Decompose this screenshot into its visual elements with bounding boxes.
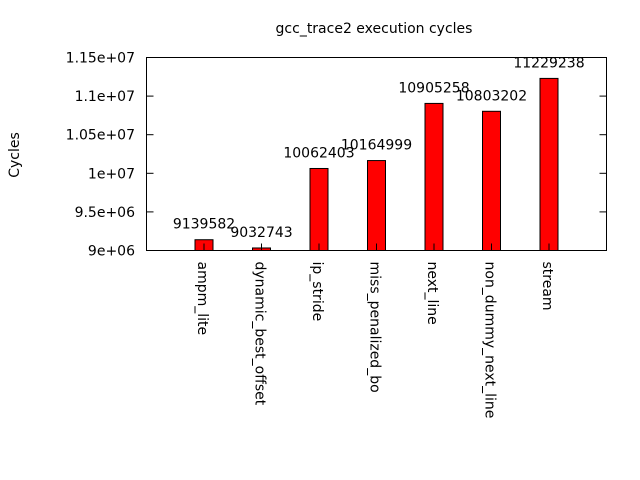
x-category-label: miss_penalized_bo	[367, 262, 383, 393]
y-tick-label: 1.1e+07	[75, 89, 135, 105]
bar-value-label: 9032743	[230, 225, 292, 241]
bar-value-label: 10905258	[398, 80, 469, 96]
bar-value-label: 10164999	[341, 138, 412, 154]
y-axis-label: Cycles	[7, 132, 23, 178]
y-tick-label: 1.15e+07	[66, 51, 135, 67]
bar-value-label: 11229238	[513, 55, 584, 71]
x-axis-tick-labels: ampm_lite dynamic_best_offset ip_stride mis…	[194, 243, 555, 419]
x-category-label: dynamic_best_offset	[252, 262, 268, 406]
bar-value-label: 10062403	[283, 145, 354, 161]
y-tick-label: 9e+06	[88, 244, 135, 260]
bar	[482, 110, 501, 252]
bar	[309, 167, 329, 251]
bars	[194, 77, 559, 252]
bar	[539, 77, 559, 251]
bar-value-label: 9139582	[173, 217, 235, 233]
x-category-label: ip_stride	[309, 262, 325, 322]
bar-value-label: 10803202	[456, 88, 527, 104]
x-category-label: non_dummy_next_line	[482, 262, 498, 419]
y-axis-ticks: 9e+06 9.5e+06 1e+07 1.05e+07 1.1e+07 1.15e+07	[66, 51, 607, 260]
y-tick-label: 1e+07	[88, 166, 135, 182]
bar	[367, 160, 386, 251]
y-tick-label: 1.05e+07	[66, 128, 135, 144]
bar	[424, 102, 444, 252]
y-tick-label: 9.5e+06	[75, 205, 136, 221]
x-category-label: ampm_lite	[194, 262, 210, 336]
x-category-label: next_line	[424, 262, 440, 325]
x-category-label: stream	[539, 262, 555, 311]
chart-title: gcc_trace2 execution cycles	[276, 21, 473, 37]
